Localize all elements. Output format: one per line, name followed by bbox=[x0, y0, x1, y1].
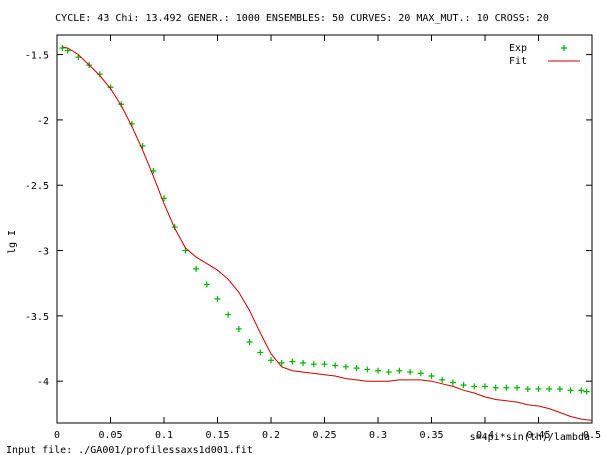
series-exp bbox=[59, 45, 590, 395]
exp-point bbox=[482, 383, 488, 390]
series-fit bbox=[62, 46, 593, 421]
exp-point bbox=[556, 386, 563, 393]
exp-point bbox=[257, 349, 264, 356]
exp-point bbox=[503, 384, 510, 391]
exp-point bbox=[514, 384, 521, 391]
legend-exp-plus bbox=[561, 45, 567, 51]
exp-point bbox=[492, 384, 499, 391]
x-tick-label: 0.05 bbox=[98, 430, 122, 441]
exp-point bbox=[300, 359, 307, 366]
exp-point bbox=[225, 311, 232, 318]
exp-point bbox=[375, 367, 381, 374]
legend-label-exp: Exp bbox=[509, 43, 527, 54]
x-axis: 0 0.05 0.1 0.15 0.2 0.25 0.3 0.35 0.4 0.45 0.5 bbox=[54, 35, 601, 441]
exp-point bbox=[203, 281, 210, 288]
exp-point bbox=[310, 361, 317, 368]
x-tick-label: 0.25 bbox=[312, 430, 336, 441]
y-axis-label: lg I bbox=[7, 230, 18, 254]
y-tick-label: -1.5 bbox=[25, 51, 49, 62]
y-tick-label: -3.5 bbox=[25, 312, 49, 323]
exp-point bbox=[449, 379, 456, 386]
x-tick-label: 0.4 bbox=[476, 430, 494, 441]
y-tick-label: -3 bbox=[37, 247, 49, 258]
y-tick-label: -2 bbox=[37, 116, 49, 127]
x-axis-label: s=4pi*sin(th)/lambda bbox=[470, 432, 590, 443]
exp-point bbox=[385, 369, 392, 376]
x-tick-label: 0.5 bbox=[583, 430, 601, 441]
exp-point bbox=[439, 376, 446, 383]
exp-point bbox=[567, 387, 574, 394]
x-tick-label: 0.45 bbox=[526, 430, 550, 441]
x-tick-label: 0.15 bbox=[205, 430, 229, 441]
x-tick-label: 0 bbox=[54, 430, 60, 441]
legend: Exp Fit bbox=[509, 43, 580, 67]
exp-point bbox=[278, 359, 285, 366]
exp-point bbox=[214, 295, 221, 302]
exp-point bbox=[417, 370, 424, 377]
exp-point bbox=[428, 372, 435, 379]
exp-point bbox=[407, 369, 414, 376]
input-file-label: Input file: ./GA001/profilessaxs1d001.fi… bbox=[6, 445, 253, 455]
exp-point bbox=[193, 265, 200, 272]
y-tick-label: -2.5 bbox=[25, 181, 49, 192]
exp-point bbox=[535, 386, 542, 393]
exp-point bbox=[321, 361, 328, 368]
y-axis: -1.5 -2 -2.5 -3 -3.5 -4 bbox=[25, 51, 592, 388]
x-tick-label: 0.1 bbox=[155, 430, 173, 441]
exp-point bbox=[546, 386, 553, 393]
exp-point bbox=[364, 366, 371, 373]
exp-point bbox=[524, 386, 531, 393]
exp-point bbox=[342, 363, 349, 370]
exp-point bbox=[268, 357, 274, 364]
exp-point bbox=[332, 362, 339, 369]
exp-point bbox=[578, 387, 585, 394]
x-tick-label: 0.3 bbox=[369, 430, 387, 441]
exp-point bbox=[396, 367, 403, 374]
y-tick-label: -4 bbox=[37, 377, 49, 388]
exp-point bbox=[583, 388, 590, 395]
x-tick-label: 0.35 bbox=[419, 430, 443, 441]
exp-point bbox=[460, 382, 467, 389]
exp-point bbox=[353, 365, 360, 372]
x-tick-label: 0.2 bbox=[262, 430, 280, 441]
exp-point bbox=[59, 45, 66, 52]
exp-point bbox=[471, 383, 478, 390]
legend-label-fit: Fit bbox=[509, 56, 527, 67]
legend-marker-exp bbox=[561, 45, 567, 51]
exp-point bbox=[235, 325, 242, 332]
fit-line bbox=[62, 46, 593, 421]
chart-title: CYCLE: 43 Chi: 13.492 GENER.: 1000 ENSEM… bbox=[55, 13, 549, 24]
exp-point bbox=[246, 339, 253, 346]
exp-point bbox=[289, 358, 296, 365]
